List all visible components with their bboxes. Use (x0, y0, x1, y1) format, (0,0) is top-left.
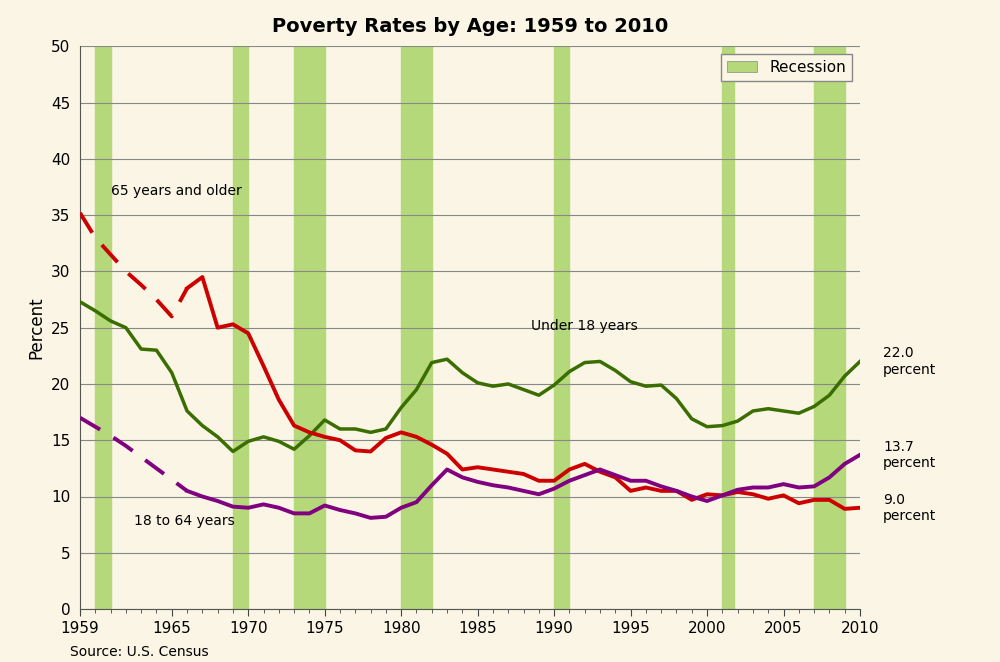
Bar (233, 46, 248, 609)
Y-axis label: Percent: Percent (27, 297, 45, 359)
Text: 22.0
percent: 22.0 percent (883, 346, 936, 377)
Bar (294, 46, 325, 609)
Text: 18 to 64 years: 18 to 64 years (134, 514, 234, 528)
Text: Under 18 years: Under 18 years (531, 319, 638, 333)
Bar (722, 46, 734, 609)
Text: 13.7
percent: 13.7 percent (883, 440, 936, 470)
Bar (554, 46, 569, 609)
Text: 9.0
percent: 9.0 percent (883, 493, 936, 523)
Text: Source: U.S. Census: Source: U.S. Census (70, 645, 209, 659)
Legend: Recession: Recession (721, 54, 852, 81)
Title: Poverty Rates by Age: 1959 to 2010: Poverty Rates by Age: 1959 to 2010 (272, 17, 668, 36)
Bar (95, 46, 111, 609)
Bar (401, 46, 432, 609)
Text: 65 years and older: 65 years and older (111, 184, 241, 198)
Bar (814, 46, 845, 609)
